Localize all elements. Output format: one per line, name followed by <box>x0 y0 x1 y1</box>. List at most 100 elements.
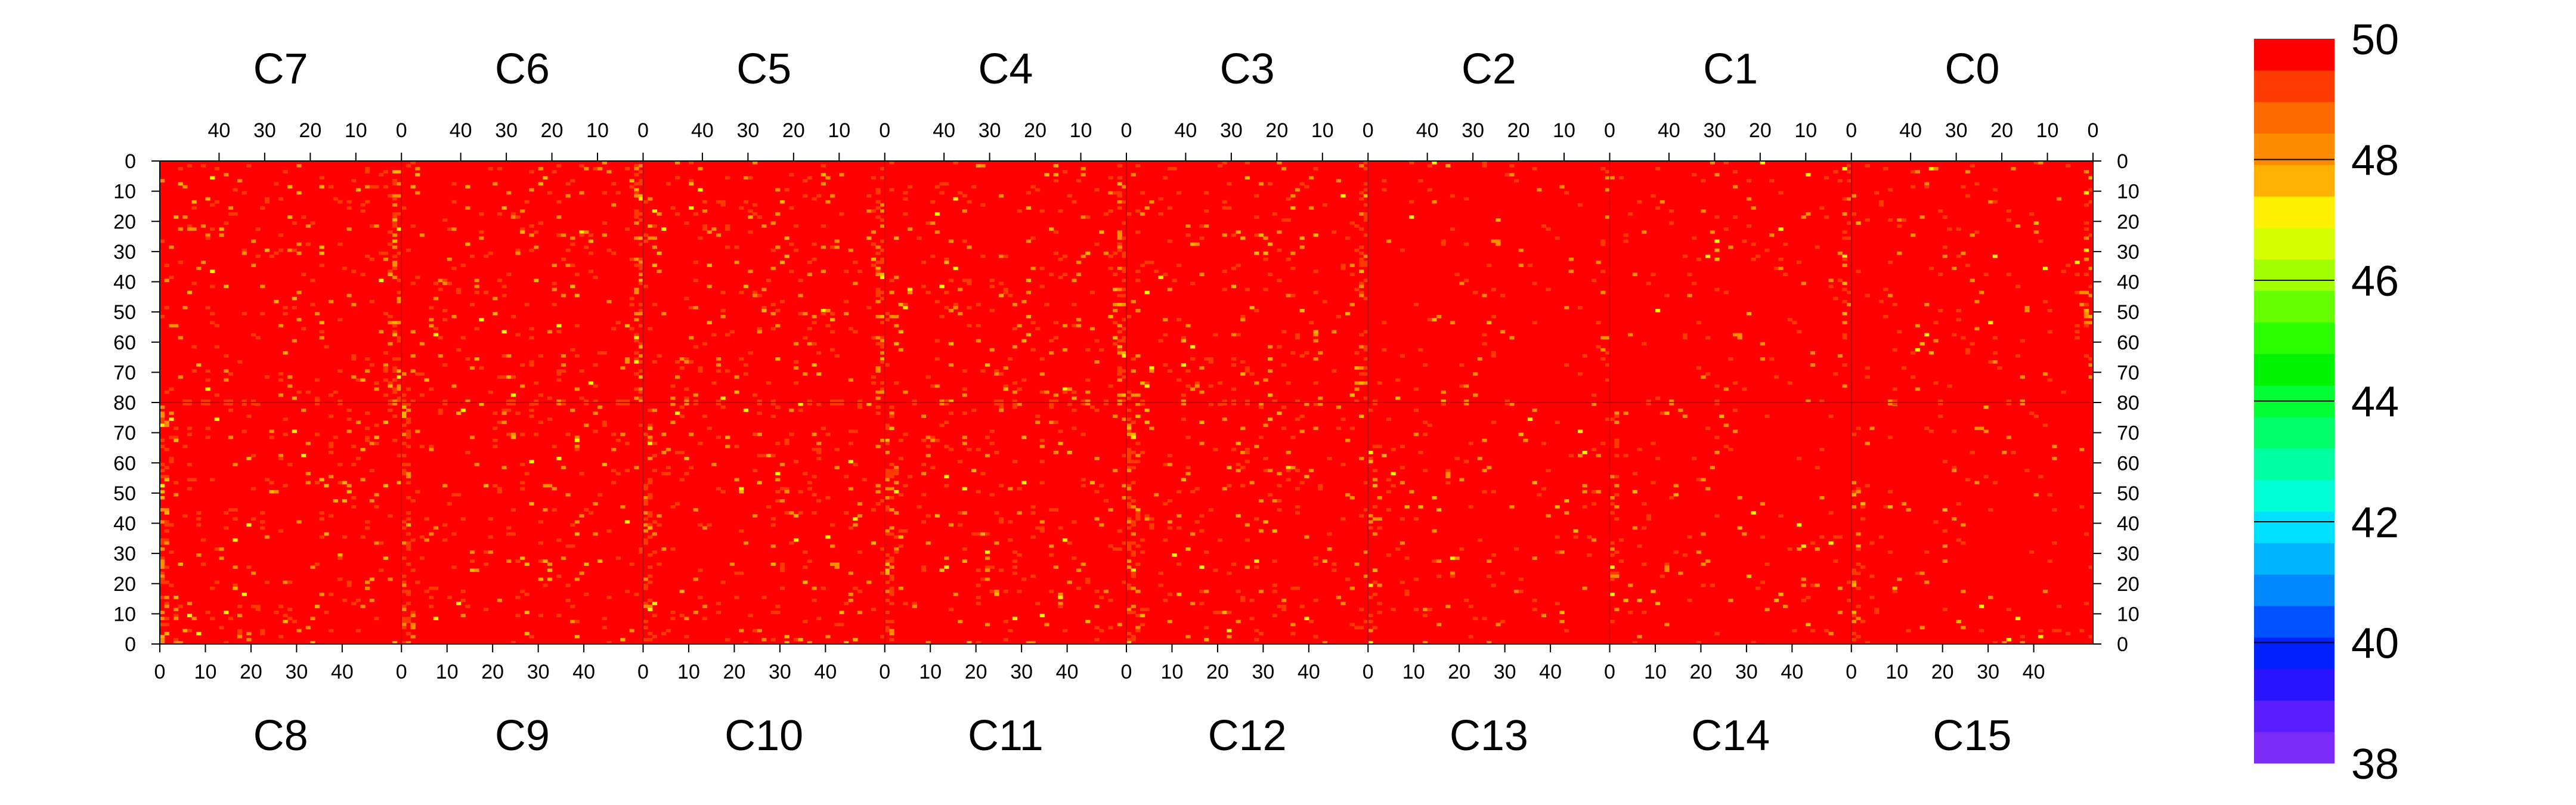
left-y-tick-label: 60 <box>113 452 136 475</box>
heatmap-cell <box>1450 227 1456 231</box>
heatmap-cell <box>292 221 297 225</box>
heatmap-cell <box>401 574 407 578</box>
heatmap-cell <box>989 565 995 569</box>
heatmap-cell <box>1596 261 1601 264</box>
heatmap-cell <box>465 185 470 189</box>
heatmap-cell <box>880 357 886 361</box>
left-y-tick-label: 70 <box>113 422 136 445</box>
heatmap-cell <box>1382 188 1387 192</box>
heatmap-cell <box>1413 408 1419 412</box>
heatmap-cell <box>1413 608 1419 611</box>
heatmap-cell <box>1605 336 1611 340</box>
heatmap-cell <box>392 233 398 237</box>
heatmap-cell <box>269 435 274 439</box>
heatmap-cell <box>1436 559 1442 563</box>
heatmap-cell <box>643 284 648 289</box>
heatmap-cell <box>1496 218 1501 222</box>
heatmap-cell <box>1158 197 1163 201</box>
heatmap-cell <box>1181 478 1186 482</box>
heatmap-cell <box>1117 242 1122 246</box>
heatmap-cell <box>1632 490 1637 494</box>
heatmap-cell <box>1628 611 1633 614</box>
heatmap-cell <box>1199 236 1205 240</box>
heatmap-cell <box>187 290 193 295</box>
heatmap-cell <box>1304 185 1309 189</box>
heatmap-cell <box>1304 475 1309 479</box>
bottom-x-tick-label: 20 <box>1690 661 1713 683</box>
heatmap-cell <box>648 631 653 636</box>
heatmap-cell <box>1199 514 1205 518</box>
heatmap-cell <box>1336 426 1341 431</box>
heatmap-cell <box>1286 218 1291 222</box>
heatmap-cell <box>479 230 484 234</box>
heatmap-cell <box>1126 611 1132 614</box>
heatmap-cell <box>871 381 877 385</box>
heatmap-cell <box>679 357 685 361</box>
heatmap-cell <box>173 426 179 431</box>
heatmap-cell <box>1322 559 1328 563</box>
heatmap-cell <box>1113 321 1118 324</box>
bottom-x-tick-label: 0 <box>1363 661 1374 683</box>
heatmap-cell <box>925 640 931 645</box>
heatmap-cell <box>1637 599 1642 602</box>
heatmap-cell <box>880 634 886 639</box>
heatmap-cell <box>561 258 566 261</box>
heatmap-cell <box>1642 562 1647 566</box>
heatmap-cell <box>1363 261 1368 264</box>
heatmap-cell <box>1349 302 1355 306</box>
heatmap-cell <box>958 511 963 515</box>
heatmap-cell <box>397 278 402 283</box>
heatmap-cell <box>634 164 639 168</box>
heatmap-cell <box>843 299 849 304</box>
heatmap-cell <box>839 212 844 216</box>
heatmap-cell <box>465 605 470 608</box>
heatmap-cell <box>219 547 224 551</box>
heatmap-cell <box>1149 523 1154 527</box>
heatmap-cell <box>615 321 621 324</box>
heatmap-cell <box>429 596 434 599</box>
heatmap-cell <box>1418 179 1423 183</box>
heatmap-cell <box>260 511 265 515</box>
heatmap-cell <box>638 197 644 201</box>
heatmap-cell <box>698 568 703 572</box>
heatmap-cell <box>998 408 1004 412</box>
heatmap-cell <box>825 324 831 328</box>
heatmap-cell <box>1705 254 1711 258</box>
heatmap-cell <box>1732 215 1738 219</box>
heatmap-cell <box>839 173 844 177</box>
heatmap-cell <box>483 562 489 566</box>
heatmap-cell <box>1126 432 1132 436</box>
heatmap-cell <box>848 487 853 491</box>
heatmap-cell <box>1340 602 1346 605</box>
heatmap-cell <box>1085 215 1091 219</box>
heatmap-cell <box>556 457 562 460</box>
heatmap-cell <box>1122 287 1127 292</box>
heatmap-cell <box>224 640 229 645</box>
heatmap-cell <box>643 586 648 590</box>
heatmap-cell <box>793 360 799 364</box>
heatmap-cell <box>652 264 658 267</box>
top-x-tick-label: 10 <box>828 119 850 142</box>
heatmap-cell <box>565 583 571 587</box>
heatmap-cell <box>456 411 462 415</box>
heatmap-cell <box>643 233 648 237</box>
heatmap-cell <box>1295 511 1301 515</box>
heatmap-cell <box>410 281 416 286</box>
heatmap-cell <box>775 245 781 249</box>
heatmap-cell <box>1701 583 1706 587</box>
heatmap-cell <box>1678 408 1683 412</box>
heatmap-cell <box>775 188 781 192</box>
heatmap-cell <box>803 194 808 198</box>
heatmap-cell <box>821 182 826 186</box>
heatmap-cell <box>884 312 890 315</box>
heatmap-cell <box>584 562 589 566</box>
heatmap-cell <box>1856 221 1861 225</box>
heatmap-cell <box>1144 206 1150 210</box>
heatmap-cell <box>520 487 525 491</box>
heatmap-cell <box>543 484 548 488</box>
heatmap-cell <box>1705 487 1711 491</box>
heatmap-cell <box>1254 559 1259 563</box>
heatmap-cell <box>770 248 776 252</box>
heatmap-cell <box>178 261 183 264</box>
heatmap-cell <box>1906 628 1911 633</box>
